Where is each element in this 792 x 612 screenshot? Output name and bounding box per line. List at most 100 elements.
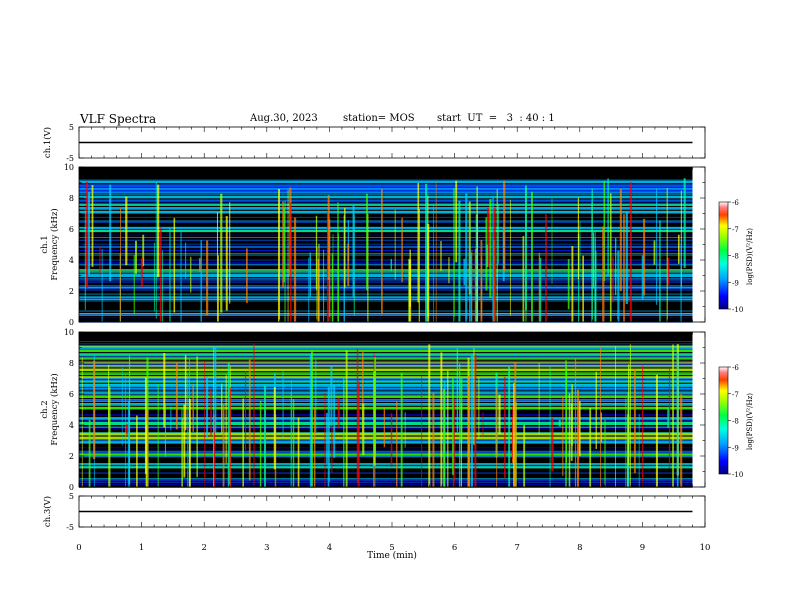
hiss-line <box>79 208 693 210</box>
burst-mark <box>579 221 581 271</box>
hiss-line <box>79 313 693 315</box>
burst-mark <box>184 355 187 431</box>
burst-mark <box>125 196 128 266</box>
burst-mark <box>629 344 631 487</box>
burst-mark <box>612 256 614 303</box>
hiss-line <box>79 190 693 192</box>
hiss-line <box>79 483 693 485</box>
y-tick-label: 6 <box>69 225 74 234</box>
hiss-line <box>79 452 693 454</box>
burst-mark <box>421 376 423 487</box>
hiss-line <box>79 357 693 359</box>
burst-mark <box>551 198 553 285</box>
hiss-line <box>79 399 693 401</box>
burst-mark <box>433 204 434 322</box>
burst-mark <box>200 240 202 322</box>
frequency-band-0 <box>79 314 693 316</box>
y-tick-label: 5 <box>69 123 74 132</box>
burst-mark <box>192 383 194 432</box>
burst-mark <box>600 412 602 443</box>
burst-mark <box>125 424 129 435</box>
burst-mark <box>512 406 514 460</box>
frequency-band-0 <box>79 466 693 469</box>
frequency-band-2 <box>79 436 693 440</box>
hiss-line <box>79 345 693 347</box>
colorbar-2 <box>718 201 729 310</box>
burst-mark <box>567 259 570 310</box>
burst-mark <box>571 245 574 322</box>
burst-mark <box>522 236 525 322</box>
burst-mark <box>470 355 473 487</box>
y-tick-label: 5 <box>69 492 74 501</box>
burst-mark <box>672 344 674 487</box>
burst-mark <box>594 230 596 322</box>
burst-mark <box>127 401 130 487</box>
burst-mark <box>589 407 592 487</box>
colorbar-tick-label: -8 <box>732 418 739 426</box>
burst-mark <box>157 383 159 487</box>
x-axis-label: Time (min) <box>367 550 417 561</box>
burst-mark <box>220 193 223 313</box>
burst-mark <box>213 347 214 487</box>
hiss-line <box>79 192 693 194</box>
hiss-line <box>79 440 693 442</box>
burst-mark <box>308 257 310 322</box>
burst-mark <box>213 414 216 487</box>
burst-mark <box>625 212 628 304</box>
burst-mark <box>314 407 316 487</box>
y-tick-label: 10 <box>64 328 74 337</box>
burst-mark <box>297 417 300 487</box>
burst-mark <box>485 217 488 291</box>
y-tick-label: 2 <box>69 287 74 296</box>
hiss-line <box>79 300 693 302</box>
burst-mark <box>396 401 398 487</box>
y-tick-label: 6 <box>69 390 74 399</box>
hiss-line <box>79 414 693 416</box>
y-tick-label: 4 <box>69 256 74 265</box>
burst-mark <box>400 372 403 487</box>
burst-mark <box>324 392 326 487</box>
colorbar-tick-label: -7 <box>732 226 739 234</box>
burst-mark <box>291 380 292 460</box>
frequency-band-1 <box>79 298 693 301</box>
burst-mark <box>489 199 492 299</box>
hiss-line <box>79 348 693 350</box>
burst-mark <box>473 348 475 446</box>
burst-mark <box>162 250 163 322</box>
frequency-band-2 <box>79 432 693 436</box>
hiss-line <box>79 273 693 275</box>
burst-mark <box>337 202 339 322</box>
hiss-line <box>79 455 693 457</box>
hiss-line <box>79 347 693 349</box>
frequency-band-5 <box>79 199 693 203</box>
burst-mark <box>155 182 157 319</box>
burst-mark <box>625 398 627 487</box>
burst-mark <box>619 188 622 292</box>
x-tick-label: 2 <box>201 543 206 553</box>
burst-mark <box>615 346 616 487</box>
burst-mark <box>180 229 182 322</box>
frequency-band-5 <box>79 210 693 214</box>
burst-mark <box>87 192 91 275</box>
burst-mark <box>121 367 123 446</box>
hiss-line <box>79 189 693 191</box>
colorbar-tick-label: -9 <box>732 279 739 287</box>
burst-mark <box>503 180 506 272</box>
frequency-band-0 <box>79 313 693 315</box>
burst-mark <box>440 352 443 487</box>
hiss-line <box>79 287 693 289</box>
hiss-line <box>79 287 693 289</box>
hiss-line <box>79 203 693 205</box>
burst-mark <box>496 388 498 487</box>
burst-mark <box>623 214 625 322</box>
hiss-line <box>79 278 693 280</box>
burst-mark <box>683 178 686 268</box>
burst-mark <box>482 411 484 437</box>
hiss-line <box>79 364 693 366</box>
burst-mark <box>190 256 192 293</box>
burst-mark <box>345 350 348 487</box>
burst-mark <box>253 344 255 487</box>
x-tick-label: 4 <box>327 543 332 553</box>
hiss-line <box>79 317 693 319</box>
hiss-line <box>79 378 693 380</box>
